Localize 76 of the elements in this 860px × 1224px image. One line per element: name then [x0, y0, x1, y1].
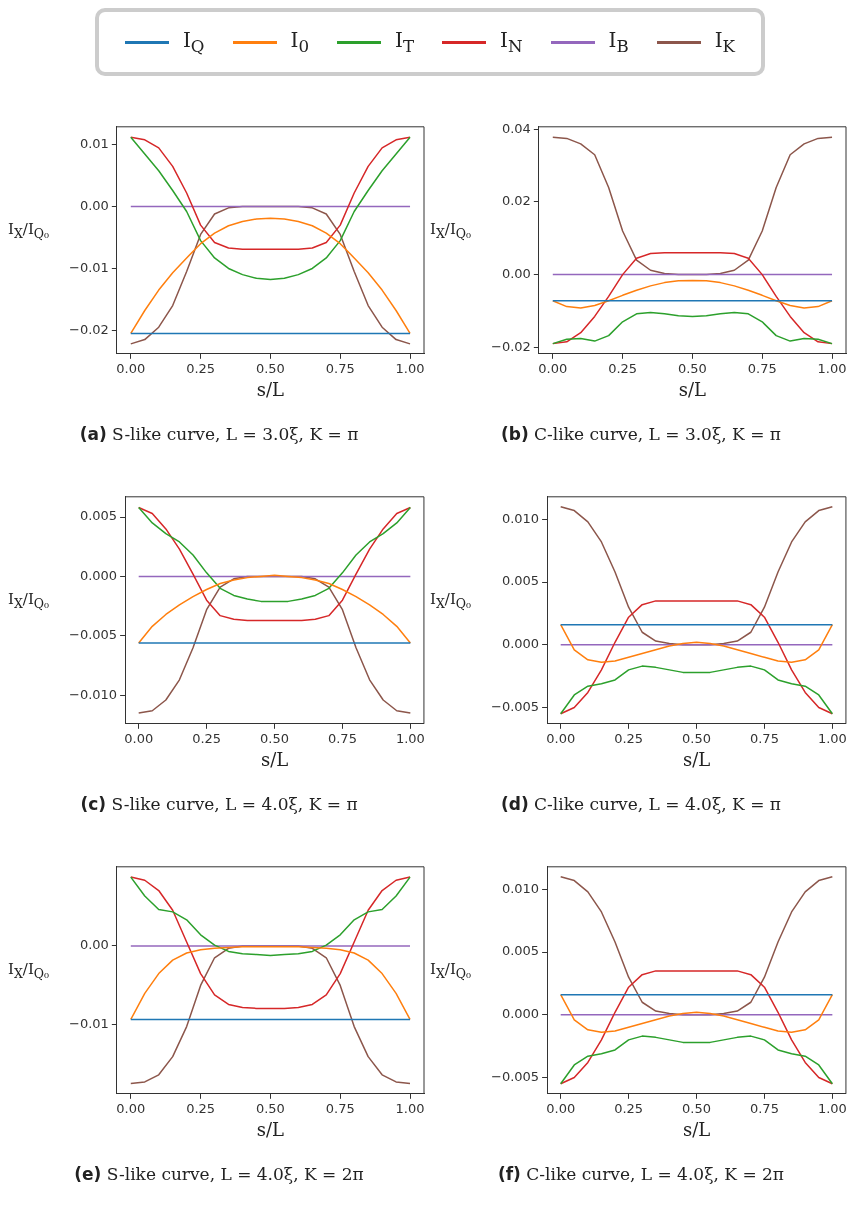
x-tick-label: 0.50 — [682, 730, 711, 746]
x-tick-label: 0.75 — [747, 360, 777, 376]
legend-label: I$_{Q}$ — [182, 28, 205, 56]
x-tick-label: 0.75 — [749, 730, 779, 746]
text: (a) S-like curve, L = 3.0ξ, K = π — [78, 424, 360, 444]
x-tick-label: 0.00 — [546, 730, 576, 746]
x-tick-label: 0.25 — [186, 360, 216, 376]
y-tick-label: 0.005 — [501, 943, 540, 959]
y-axis-title: I$_{X}$/I$_{Q₀}$ — [8, 960, 50, 981]
x-axis-title: s/L — [682, 748, 711, 770]
x-tick-label: 0.75 — [749, 1100, 779, 1116]
y-tick-label: 0.00 — [79, 197, 109, 213]
x-tick-label: 0.75 — [327, 730, 357, 746]
y-tick-label: −0.005 — [491, 698, 540, 714]
x-tick-label: 0.25 — [192, 730, 222, 746]
x-tick-label: 1.00 — [395, 730, 425, 746]
y-axis-title: I$_{X}$/I$_{Q₀}$ — [8, 590, 50, 611]
x-tick-label: 1.00 — [395, 360, 425, 376]
x-axis-title: s/L — [256, 1118, 285, 1140]
y-tick-label: −0.005 — [69, 627, 118, 643]
text: (e) S-like curve, L = 4.0ξ, K = 2π — [73, 1164, 365, 1184]
x-tick-label: 0.50 — [682, 1100, 711, 1116]
text: (f) C-like curve, L = 4.0ξ, K = 2π — [496, 1164, 786, 1184]
y-axis-title: I$_{X}$/I$_{Q₀}$ — [430, 960, 472, 981]
y-tick-label: −0.02 — [490, 338, 531, 354]
y-axis-title: I$_{X}$/I$_{Q₀}$ — [430, 590, 472, 611]
y-axis-title: I$_{X}$/I$_{Q₀}$ — [430, 220, 472, 241]
x-tick-label: 0.25 — [186, 1100, 216, 1116]
y-axis-title: I$_{X}$/I$_{Q₀}$ — [8, 220, 50, 241]
x-axis-title: s/L — [256, 378, 285, 400]
legend-label: I$_{T}$ — [395, 28, 415, 56]
text: (c) S-like curve, L = 4.0ξ, K = π — [79, 794, 359, 814]
x-tick-label: 0.25 — [608, 360, 638, 376]
x-tick-label: 0.50 — [260, 730, 289, 746]
x-tick-label: 0.50 — [255, 1100, 285, 1116]
y-tick-label: 0.00 — [501, 266, 531, 281]
x-tick-label: 0.00 — [124, 730, 154, 746]
y-tick-label: 0.00 — [79, 937, 109, 953]
x-tick-label: 0.00 — [546, 1100, 576, 1116]
y-tick-label: 0.000 — [501, 1006, 540, 1022]
x-tick-label: 0.25 — [614, 730, 644, 746]
y-tick-label: 0.005 — [79, 508, 118, 524]
x-tick-label: 0.50 — [255, 360, 285, 376]
x-tick-label: 0.75 — [325, 360, 355, 376]
x-axis-title: s/L — [678, 378, 707, 400]
x-tick-label: 0.25 — [614, 1100, 644, 1116]
legend-label: I$_{0}$ — [290, 28, 310, 56]
y-tick-label: 0.000 — [501, 636, 540, 652]
y-tick-label: 0.010 — [501, 880, 540, 896]
x-axis-title: s/L — [682, 1118, 711, 1140]
y-tick-label: −0.005 — [491, 1068, 540, 1084]
y-tick-label: 0.02 — [501, 193, 531, 209]
y-tick-label: −0.01 — [68, 1016, 109, 1032]
y-tick-label: −0.01 — [68, 259, 109, 275]
x-tick-label: 1.00 — [817, 360, 847, 376]
y-tick-label: 0.04 — [501, 120, 531, 136]
x-tick-label: 0.00 — [116, 360, 146, 376]
y-tick-label: 0.010 — [501, 510, 540, 526]
legend-label: I$_{K}$ — [714, 28, 736, 56]
x-tick-label: 0.75 — [325, 1100, 355, 1116]
legend-label: I$_{N}$ — [500, 28, 523, 56]
text: (d) C-like curve, L = 4.0ξ, K = π — [499, 794, 783, 814]
x-tick-label: 0.00 — [116, 1100, 146, 1116]
text: (b) C-like curve, L = 3.0ξ, K = π — [499, 424, 783, 444]
y-tick-label: −0.010 — [69, 686, 118, 702]
x-axis-title: s/L — [260, 748, 289, 770]
x-tick-label: 1.00 — [817, 1100, 847, 1116]
y-tick-label: 0.000 — [79, 567, 118, 583]
y-tick-label: 0.005 — [501, 573, 540, 589]
y-tick-label: −0.02 — [68, 321, 109, 337]
x-tick-label: 1.00 — [817, 730, 847, 746]
legend-label: I$_{B}$ — [608, 28, 629, 56]
x-tick-label: 0.50 — [677, 360, 707, 376]
x-tick-label: 1.00 — [395, 1100, 425, 1116]
x-tick-label: 0.00 — [538, 360, 568, 376]
y-tick-label: 0.01 — [79, 136, 109, 152]
